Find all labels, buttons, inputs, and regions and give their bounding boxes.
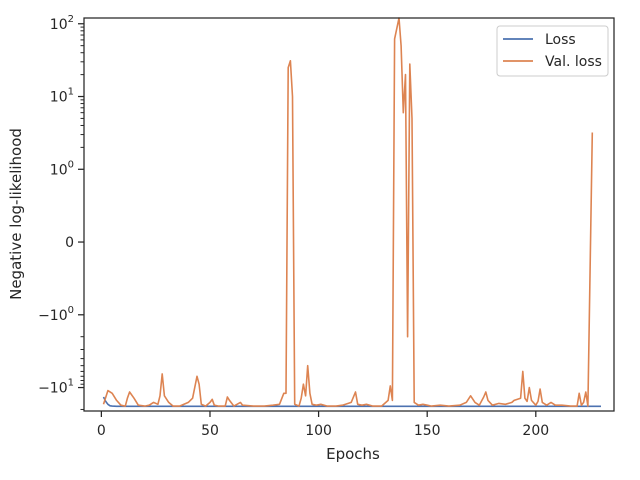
series-layer — [102, 17, 601, 408]
x-tick-label: 0 — [97, 423, 106, 439]
y-tick-label: 100 — [50, 159, 74, 178]
y-tick-label: 0 — [65, 235, 74, 251]
y-tick-label: −100 — [38, 305, 74, 324]
series-line-1 — [102, 17, 594, 407]
x-tick-label: 150 — [414, 423, 441, 439]
legend-label-1: Val. loss — [545, 54, 602, 70]
y-axis-label: Negative log-likelihood — [7, 128, 25, 300]
x-tick-label: 200 — [522, 423, 549, 439]
y-axis-ticks: 102 101 100 0 −100 −101 — [38, 14, 84, 410]
series-line-0 — [102, 396, 601, 408]
legend-label-0: Loss — [545, 32, 576, 48]
x-tick-label: 100 — [305, 423, 332, 439]
legend: Loss Val. loss — [496, 25, 609, 77]
x-axis-ticks: 0 50 100 150 200 — [97, 411, 549, 439]
y-tick-label: −101 — [38, 378, 74, 397]
x-axis-label: Epochs — [326, 445, 380, 463]
y-tick-label: 101 — [50, 87, 74, 106]
plot-frame — [83, 17, 615, 412]
y-tick-label: 102 — [50, 14, 74, 33]
x-tick-label: 50 — [201, 423, 219, 439]
